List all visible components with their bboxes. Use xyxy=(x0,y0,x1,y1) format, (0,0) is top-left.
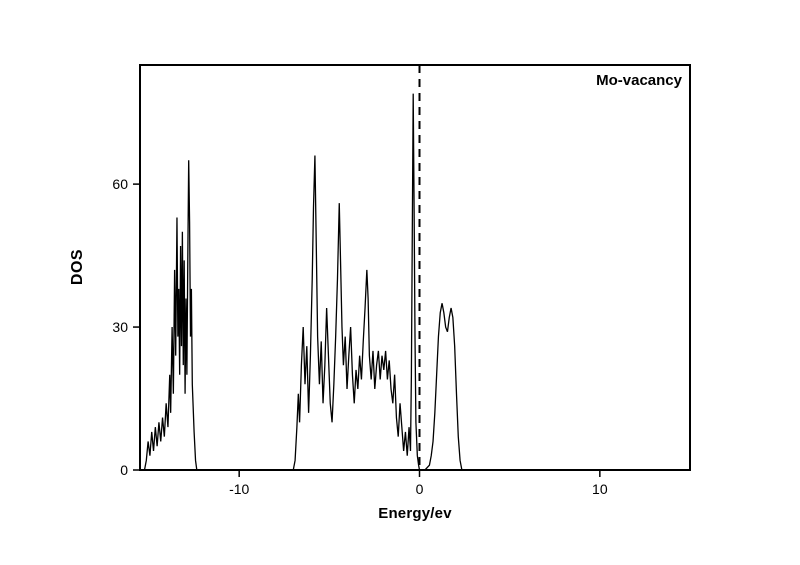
x-tick-label: -10 xyxy=(229,481,249,497)
y-tick-label: 30 xyxy=(112,319,128,335)
y-tick-label: 60 xyxy=(112,176,128,192)
y-tick-label: 0 xyxy=(120,462,128,478)
y-axis-label: DOS xyxy=(69,248,86,286)
x-axis-label: Energy/ev xyxy=(378,505,452,522)
series-label: Mo-vacancy xyxy=(596,72,682,89)
plot-frame xyxy=(139,64,691,471)
x-tick-label: 10 xyxy=(592,481,608,497)
x-tick-label: 0 xyxy=(416,481,424,497)
dos-curve xyxy=(140,93,690,471)
